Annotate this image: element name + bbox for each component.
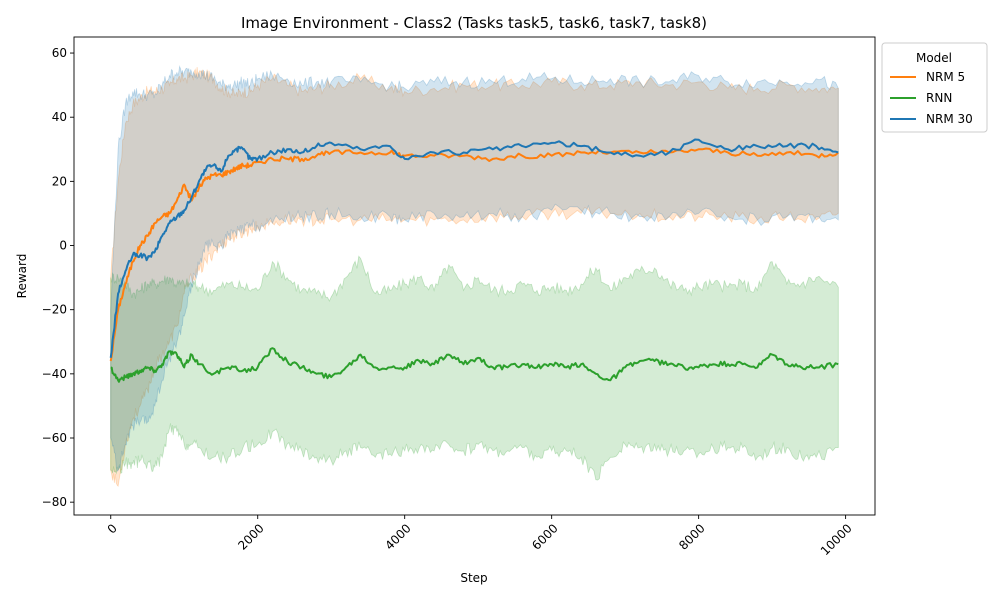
legend-box [881,42,988,133]
line-nrm-5 [109,147,839,362]
y-tick-label: 60 [52,46,67,60]
legend-label-rnn: RNN [926,91,952,105]
y-tick-label: −20 [42,303,67,317]
line-nrm-30 [109,138,839,358]
legend-items: NRM 5 RNN NRM 30 [890,70,973,126]
band-nrm-30 [110,65,839,473]
legend-label-nrm-30: NRM 30 [926,112,973,126]
confidence-bands [110,65,839,487]
y-axis: −80 −60 −40 −20 0 20 40 60 [42,46,74,509]
y-tick-label: 40 [52,110,67,124]
band-rnn [110,255,839,481]
legend-title: Model [916,51,952,65]
y-tick-label: −60 [42,431,67,445]
band-nrm-5 [110,66,839,487]
legend: Model NRM 5 RNN NRM 30 [881,42,988,133]
y-tick-label: −80 [42,495,67,509]
y-tick-label: −40 [42,367,67,381]
line-rnn [110,347,839,383]
y-tick-label: 0 [59,239,67,253]
chart-title: Image Environment - Class2 (Tasks task5,… [241,14,707,32]
plot-area-frame [73,36,876,516]
x-axis-label: Step [460,571,487,585]
legend-label-nrm-5: NRM 5 [926,70,965,84]
series-lines [109,138,839,383]
y-tick-label: 20 [52,174,67,188]
y-axis-label: Reward [15,254,29,299]
